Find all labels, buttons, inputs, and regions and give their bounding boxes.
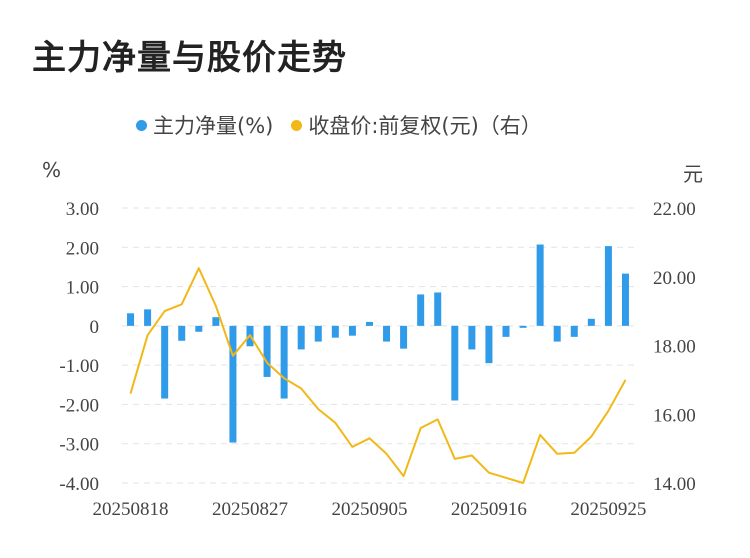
bar-net-volume <box>195 325 203 332</box>
bar-net-volume <box>587 318 595 326</box>
bar-net-volume <box>553 325 561 342</box>
bar-net-volume <box>502 325 510 337</box>
bar-net-volume <box>621 273 629 326</box>
y-left-tick-label: -4.00 <box>59 474 99 495</box>
bar-net-volume <box>280 325 288 399</box>
y-right-tick-label: 20.00 <box>653 268 696 289</box>
bar-net-volume <box>400 325 408 349</box>
x-tick-label: 20250905 <box>331 499 407 520</box>
bar-net-volume <box>604 246 612 326</box>
chart-legend: 主力净量(%) 收盘价:前复权(元)（右） <box>136 110 560 140</box>
y-right-tick-label: 14.00 <box>653 474 696 495</box>
bar-net-volume <box>348 325 356 336</box>
bar-net-volume <box>229 325 237 443</box>
line-close-price <box>129 267 627 484</box>
y-right-tick-label: 16.00 <box>653 405 696 426</box>
y-left-tick-label: -2.00 <box>59 395 99 416</box>
y-left-tick-label: 3.00 <box>66 199 99 220</box>
x-tick-label: 20250925 <box>570 499 646 520</box>
legend-label-close-price: 收盘价:前复权(元)（右） <box>308 114 542 138</box>
bar-net-volume <box>178 325 186 341</box>
bar-net-volume <box>297 325 305 350</box>
bar-net-volume <box>451 325 459 401</box>
x-tick-label: 20250827 <box>212 499 288 520</box>
right-axis-unit: 元 <box>683 162 703 186</box>
legend-marker-net-volume <box>136 119 147 131</box>
y-right-tick-label: 18.00 <box>653 337 696 358</box>
y-left-tick-label: 2.00 <box>66 238 99 259</box>
bar-net-volume <box>536 244 544 326</box>
y-left-tick-label: -3.00 <box>59 435 99 456</box>
legend-marker-close-price <box>291 119 303 131</box>
bar-net-volume <box>383 325 391 342</box>
bar-net-volume <box>468 325 476 350</box>
bar-net-volume <box>263 325 271 377</box>
y-left-tick-label: 1.00 <box>66 278 99 299</box>
bar-net-volume <box>144 309 152 326</box>
bar-net-volume <box>434 292 442 326</box>
bar-net-volume <box>570 325 578 337</box>
legend-item-net-volume[interactable]: 主力净量(%) <box>136 110 273 140</box>
page-title: 主力净量与股价走势 <box>32 38 347 78</box>
bar-net-volume <box>212 317 220 326</box>
bar-net-volume <box>161 325 169 399</box>
legend-label-net-volume: 主力净量(%) <box>153 114 274 138</box>
bar-net-volume <box>485 325 493 364</box>
x-tick-label: 20250818 <box>93 499 169 520</box>
bar-net-volume <box>365 321 373 326</box>
bar-net-volume <box>417 294 425 326</box>
legend-item-close-price[interactable]: 收盘价:前复权(元)（右） <box>291 110 542 140</box>
y-right-tick-label: 22.00 <box>653 199 696 220</box>
left-axis-unit: % <box>42 158 62 182</box>
x-tick-label: 20250916 <box>451 499 527 520</box>
bar-net-volume <box>127 313 135 326</box>
bar-net-volume <box>331 325 339 338</box>
y-left-tick-label: 0 <box>90 317 100 338</box>
bar-net-volume <box>519 325 527 328</box>
y-left-tick-label: -1.00 <box>59 356 99 377</box>
bar-net-volume <box>314 325 322 342</box>
